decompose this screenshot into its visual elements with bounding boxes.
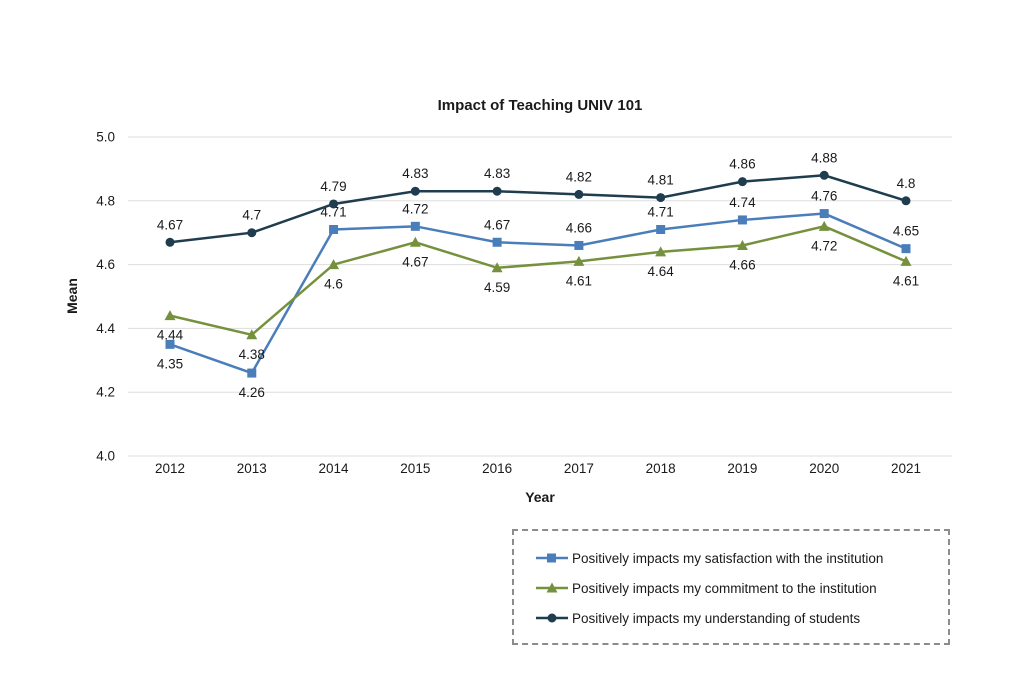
legend-item: Positively impacts my satisfaction with …	[534, 543, 948, 573]
data-label: 4.72	[811, 238, 837, 253]
marker-square-icon	[901, 244, 911, 254]
marker-circle-icon	[410, 186, 420, 196]
x-tick-label: 2019	[727, 461, 757, 476]
marker-square-icon	[819, 209, 829, 219]
marker-circle-icon	[247, 228, 257, 238]
marker-circle-icon	[819, 170, 829, 180]
marker-square-icon	[329, 225, 339, 235]
data-label: 4.61	[893, 273, 919, 288]
legend-label: Positively impacts my satisfaction with …	[572, 550, 884, 566]
legend-circle-swatch-icon	[536, 613, 568, 623]
y-tick-label: 4.4	[96, 321, 115, 336]
x-tick-label: 2013	[237, 461, 267, 476]
data-label: 4.86	[729, 157, 755, 172]
marker-square-icon	[165, 339, 175, 349]
marker-triangle-icon	[328, 259, 340, 270]
marker-triangle-icon	[818, 220, 830, 231]
data-label: 4.83	[484, 166, 510, 181]
y-tick-label: 4.0	[96, 449, 115, 464]
data-label: 4.26	[239, 385, 265, 400]
data-label: 4.6	[324, 277, 343, 292]
data-label: 4.8	[897, 176, 916, 191]
data-label: 4.76	[811, 189, 837, 204]
marker-square-icon	[574, 240, 584, 250]
data-label: 4.67	[402, 254, 428, 269]
marker-triangle-icon	[491, 262, 503, 273]
x-tick-label: 2014	[319, 461, 350, 476]
x-tick-label: 2018	[646, 461, 676, 476]
marker-triangle-icon	[164, 310, 176, 321]
data-label: 4.64	[648, 264, 675, 279]
data-label: 4.88	[811, 150, 837, 165]
data-label: 4.7	[242, 208, 261, 223]
data-label: 4.79	[320, 179, 346, 194]
data-label: 4.74	[729, 195, 756, 210]
marker-circle-icon	[656, 193, 666, 203]
data-label: 4.72	[402, 201, 428, 216]
data-label: 4.61	[566, 273, 592, 288]
series-line-2	[169, 174, 907, 244]
data-label: 4.59	[484, 280, 510, 295]
data-label: 4.67	[157, 217, 183, 232]
data-label: 4.67	[484, 217, 510, 232]
marker-circle-icon	[737, 177, 747, 187]
data-label: 4.44	[157, 328, 184, 343]
plot-area: 5.0 4.8 4.6 4.4 4.2 4.0 2012 2013 2014 2015 2016 20…	[96, 130, 952, 476]
y-tick-label: 4.2	[96, 385, 115, 400]
legend-triangle-swatch-icon	[536, 582, 568, 593]
legend-item: Positively impacts my understanding of s…	[534, 603, 948, 633]
marker-circle-icon	[329, 199, 339, 209]
marker-triangle-icon	[409, 236, 421, 247]
marker-triangle-icon	[246, 329, 258, 340]
x-tick-label: 2012	[155, 461, 185, 476]
data-label: 4.38	[239, 347, 265, 362]
data-label: 4.82	[566, 169, 592, 184]
marker-square-icon	[410, 221, 420, 231]
series-line-1	[169, 225, 907, 337]
x-tick-label: 2015	[400, 461, 430, 476]
data-label: 4.83	[402, 166, 428, 181]
data-label: 4.66	[729, 257, 755, 272]
legend-square-swatch-icon	[536, 553, 568, 563]
marker-square-icon	[247, 368, 257, 378]
y-tick-label: 5.0	[96, 130, 115, 145]
legend-item: Positively impacts my commitment to the …	[534, 573, 948, 603]
marker-square-icon	[492, 237, 502, 247]
series-line-0	[169, 212, 907, 375]
marker-square-icon	[737, 215, 747, 225]
data-label: 4.66	[566, 220, 592, 235]
y-tick-label: 4.6	[96, 257, 115, 272]
data-label: 4.71	[320, 205, 346, 220]
marker-triangle-icon	[655, 246, 667, 257]
marker-circle-icon	[574, 189, 584, 199]
x-tick-label: 2020	[809, 461, 839, 476]
legend-label: Positively impacts my understanding of s…	[572, 610, 861, 626]
marker-triangle-icon	[900, 255, 912, 266]
marker-circle-icon	[901, 196, 911, 206]
x-tick-label: 2021	[891, 461, 921, 476]
marker-circle-icon	[492, 186, 502, 196]
marker-triangle-icon	[573, 255, 585, 266]
data-label: 4.71	[648, 205, 674, 220]
marker-circle-icon	[165, 237, 175, 247]
x-tick-label: 2016	[482, 461, 512, 476]
marker-triangle-icon	[736, 239, 748, 250]
legend-label: Positively impacts my commitment to the …	[572, 580, 877, 596]
marker-square-icon	[656, 225, 666, 235]
data-label: 4.35	[157, 356, 183, 371]
y-tick-label: 4.8	[96, 193, 115, 208]
x-axis-title: Year	[525, 489, 555, 505]
data-label: 4.81	[648, 173, 674, 188]
legend: Positively impacts my satisfaction with …	[512, 529, 950, 645]
data-label: 4.65	[893, 224, 919, 239]
x-tick-label: 2017	[564, 461, 594, 476]
chart-title: Impact of Teaching UNIV 101	[437, 97, 643, 114]
